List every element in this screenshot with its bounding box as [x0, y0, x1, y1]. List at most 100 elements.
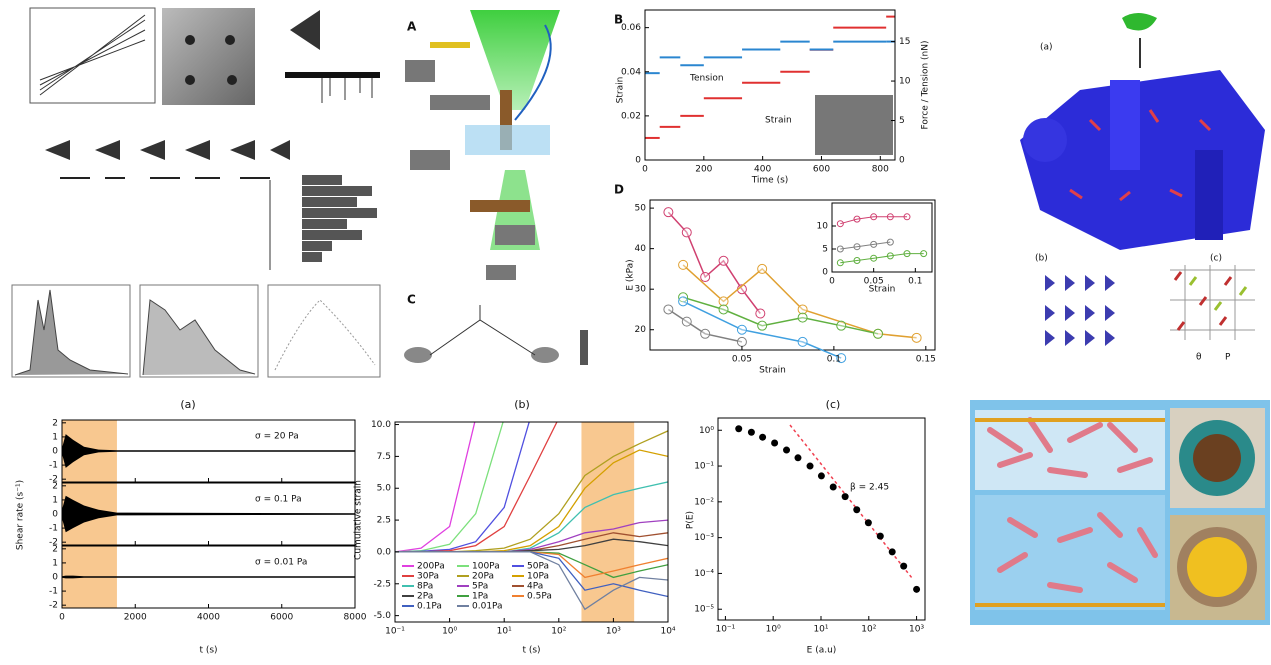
- axis-title: P(E): [686, 511, 696, 529]
- inset-marker: [836, 220, 844, 228]
- x-tick-label: 600: [813, 165, 830, 175]
- y-tick-label: 0: [635, 156, 641, 166]
- y-tick-label: 50: [635, 204, 647, 214]
- legend-label: 10Pa: [527, 572, 549, 582]
- series-line: [667, 308, 743, 343]
- axis-title: Strain: [759, 366, 786, 376]
- inset-line: [840, 241, 891, 250]
- inset-background: [831, 202, 933, 273]
- signal-envelope: [62, 575, 355, 579]
- inset-marker: [836, 245, 844, 253]
- inset-marker: [870, 254, 878, 262]
- axis-title: E (kPa): [626, 259, 636, 290]
- x-tick-label: 200: [695, 165, 712, 175]
- axis-title: Force / Tension (nN): [921, 40, 931, 129]
- y-tick-label: -2: [49, 538, 58, 548]
- x-tick-label: 8000: [344, 613, 367, 623]
- y-tick-label: 0: [899, 156, 905, 166]
- data-point: [864, 519, 872, 527]
- legend-label: 0.5Pa: [527, 592, 552, 602]
- inset-marker: [870, 240, 878, 248]
- y-tick-label: 1: [52, 495, 58, 505]
- subpanel-letter: C: [407, 293, 416, 307]
- x-tick-label: 10⁻¹: [715, 625, 735, 635]
- signal-envelope: [62, 495, 355, 533]
- x-tick-label: 10⁻¹: [385, 627, 405, 637]
- axis-title: Shear rate (s⁻¹): [16, 480, 26, 550]
- y-tick-label: -2.5: [373, 579, 391, 589]
- series-label: Tension: [689, 74, 724, 84]
- legend-symbol: P: [1225, 353, 1231, 363]
- marker: [757, 320, 768, 331]
- marker: [755, 308, 766, 319]
- series-line: [682, 264, 917, 339]
- inset-marker: [886, 252, 894, 260]
- y-tick-label: 0.06: [621, 23, 641, 33]
- x-tick-label: 10⁰: [442, 627, 457, 637]
- y-tick-label: 0: [822, 268, 828, 278]
- data-point: [853, 506, 861, 514]
- marker: [663, 304, 674, 315]
- annotation: σ = 0.01 Pa: [255, 558, 307, 568]
- x-tick-label: 10⁰: [766, 625, 781, 635]
- inset-line: [840, 216, 907, 225]
- x-tick-label: 0: [642, 165, 648, 175]
- x-tick-label: 4000: [197, 613, 220, 623]
- series-line: [395, 422, 504, 553]
- y-tick-label: 40: [635, 244, 647, 254]
- axis-title: Time (s): [751, 176, 789, 186]
- x-tick-label: 0.15: [916, 355, 936, 365]
- x-tick-label: 0.05: [732, 355, 752, 365]
- x-tick-label: 0.1: [908, 277, 922, 287]
- series-line: [395, 422, 530, 553]
- plot-frame: [394, 421, 669, 623]
- marker: [873, 328, 883, 339]
- subpanel-letter: D: [614, 183, 624, 197]
- legend-label: 50Pa: [527, 562, 549, 572]
- annotation: σ = 20 Pa: [255, 432, 299, 442]
- y-tick-label: 10: [899, 77, 911, 87]
- marker: [678, 296, 689, 307]
- inset-marker: [886, 213, 894, 221]
- marker: [757, 263, 768, 274]
- figure-label: (b): [1035, 254, 1048, 264]
- panel-label: (c): [826, 398, 841, 411]
- data-point: [900, 562, 908, 570]
- legend-label: 1Pa: [472, 592, 488, 602]
- y-tick-label: 2: [52, 418, 58, 428]
- y-tick-label: 2: [52, 544, 58, 554]
- axis-title: t (s): [522, 646, 540, 656]
- y-tick-label: -2: [49, 475, 58, 485]
- marker: [663, 207, 674, 218]
- inset-marker: [903, 250, 911, 258]
- y-tick-label: 20: [635, 325, 647, 335]
- structure-c: [1020, 13, 1265, 346]
- data-point: [817, 472, 825, 480]
- subpanel-letter: A: [407, 20, 417, 34]
- y-tick-label: 10: [817, 222, 829, 232]
- marker: [681, 227, 692, 238]
- legend-label: 4Pa: [527, 582, 543, 592]
- marker: [718, 255, 729, 266]
- axis-title: Strain: [616, 77, 626, 104]
- data-point: [806, 462, 814, 470]
- inset-marker: [853, 243, 861, 251]
- legend-label: 2Pa: [417, 592, 433, 602]
- series-line: [395, 422, 558, 553]
- figure-label: (c): [1210, 254, 1222, 264]
- x-tick-label: 2000: [124, 613, 147, 623]
- data-point: [841, 493, 849, 501]
- y-tick-label: 0: [52, 510, 58, 520]
- legend-label: 100Pa: [472, 562, 500, 572]
- series-line: [395, 551, 668, 611]
- y-tick-label: -1: [49, 524, 58, 534]
- y-tick-label: 2: [52, 481, 58, 491]
- x-tick-label: 0.05: [864, 277, 884, 287]
- y-tick-label: 0.02: [621, 111, 641, 121]
- marker: [681, 316, 692, 327]
- data-point: [735, 425, 743, 433]
- inset-marker: [853, 257, 861, 264]
- inset-marker: [886, 238, 894, 246]
